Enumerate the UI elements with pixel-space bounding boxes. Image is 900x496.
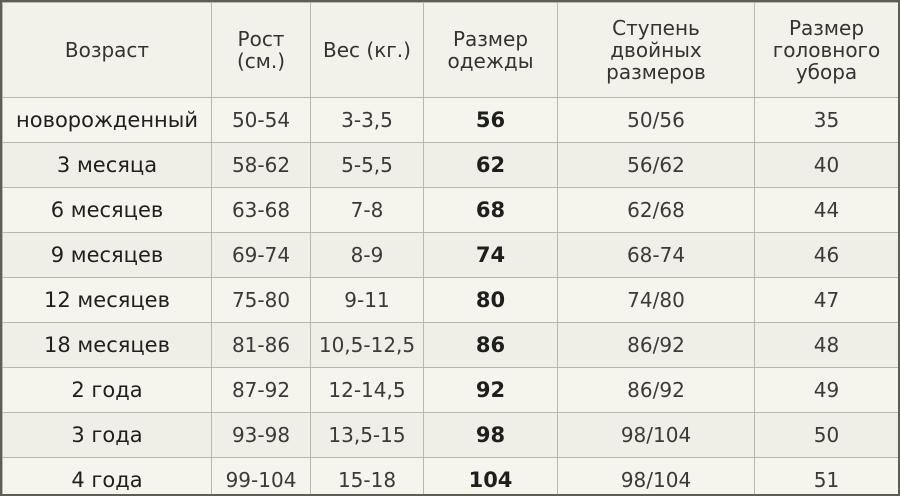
table-row: 18 месяцев 81-86 10,5-12,5 86 86/92 48 bbox=[2, 322, 898, 368]
cell-height: 87-92 bbox=[211, 367, 311, 413]
cell-age: 4 года bbox=[2, 457, 212, 494]
cell-clothing-size: 80 bbox=[423, 277, 558, 323]
cell-weight: 10,5-12,5 bbox=[310, 322, 424, 368]
table-row: 4 года 99-104 15-18 104 98/104 51 bbox=[2, 457, 898, 494]
header-weight: Вес (кг.) bbox=[310, 2, 424, 98]
header-clothing-size: Размер одежды bbox=[423, 2, 558, 98]
cell-clothing-size: 86 bbox=[423, 322, 558, 368]
cell-age: 9 месяцев bbox=[2, 232, 212, 278]
cell-weight: 13,5-15 bbox=[310, 412, 424, 458]
cell-hat-size: 35 bbox=[754, 97, 898, 143]
cell-clothing-size: 104 bbox=[423, 457, 558, 494]
cell-hat-size: 47 bbox=[754, 277, 898, 323]
table-row: 2 года 87-92 12-14,5 92 86/92 49 bbox=[2, 367, 898, 413]
header-height: Рост (см.) bbox=[211, 2, 311, 98]
cell-hat-size: 50 bbox=[754, 412, 898, 458]
cell-age: 3 месяца bbox=[2, 142, 212, 188]
cell-clothing-size: 98 bbox=[423, 412, 558, 458]
header-double-size-step: Ступень двойных размеров bbox=[557, 2, 755, 98]
cell-weight: 12-14,5 bbox=[310, 367, 424, 413]
cell-height: 99-104 bbox=[211, 457, 311, 494]
cell-weight: 3-3,5 bbox=[310, 97, 424, 143]
table-row: новорожденный 50-54 3-3,5 56 50/56 35 bbox=[2, 97, 898, 143]
cell-age: 12 месяцев bbox=[2, 277, 212, 323]
cell-age: 6 месяцев bbox=[2, 187, 212, 233]
cell-weight: 8-9 bbox=[310, 232, 424, 278]
cell-weight: 9-11 bbox=[310, 277, 424, 323]
cell-double-size-step: 62/68 bbox=[557, 187, 755, 233]
cell-height: 50-54 bbox=[211, 97, 311, 143]
cell-hat-size: 49 bbox=[754, 367, 898, 413]
cell-weight: 7-8 bbox=[310, 187, 424, 233]
cell-age: новорожденный bbox=[2, 97, 212, 143]
header-hat-size: Размер головного убора bbox=[754, 2, 898, 98]
cell-double-size-step: 68-74 bbox=[557, 232, 755, 278]
cell-weight: 15-18 bbox=[310, 457, 424, 494]
cell-height: 58-62 bbox=[211, 142, 311, 188]
cell-double-size-step: 86/92 bbox=[557, 322, 755, 368]
table-row: 3 месяца 58-62 5-5,5 62 56/62 40 bbox=[2, 142, 898, 188]
cell-clothing-size: 68 bbox=[423, 187, 558, 233]
cell-clothing-size: 62 bbox=[423, 142, 558, 188]
header-age: Возраст bbox=[2, 2, 212, 98]
cell-hat-size: 48 bbox=[754, 322, 898, 368]
cell-height: 81-86 bbox=[211, 322, 311, 368]
cell-clothing-size: 92 bbox=[423, 367, 558, 413]
cell-double-size-step: 98/104 bbox=[557, 457, 755, 494]
cell-double-size-step: 56/62 bbox=[557, 142, 755, 188]
cell-height: 93-98 bbox=[211, 412, 311, 458]
table-row: 3 года 93-98 13,5-15 98 98/104 50 bbox=[2, 412, 898, 458]
cell-hat-size: 46 bbox=[754, 232, 898, 278]
header-row: Возраст Рост (см.) Вес (кг.) Размер одеж… bbox=[2, 2, 898, 98]
table-row: 12 месяцев 75-80 9-11 80 74/80 47 bbox=[2, 277, 898, 323]
cell-hat-size: 44 bbox=[754, 187, 898, 233]
cell-clothing-size: 56 bbox=[423, 97, 558, 143]
cell-clothing-size: 74 bbox=[423, 232, 558, 278]
table-row: 6 месяцев 63-68 7-8 68 62/68 44 bbox=[2, 187, 898, 233]
cell-double-size-step: 86/92 bbox=[557, 367, 755, 413]
cell-weight: 5-5,5 bbox=[310, 142, 424, 188]
cell-double-size-step: 74/80 bbox=[557, 277, 755, 323]
cell-age: 18 месяцев bbox=[2, 322, 212, 368]
cell-double-size-step: 98/104 bbox=[557, 412, 755, 458]
cell-hat-size: 40 bbox=[754, 142, 898, 188]
cell-double-size-step: 50/56 bbox=[557, 97, 755, 143]
cell-hat-size: 51 bbox=[754, 457, 898, 494]
cell-height: 75-80 bbox=[211, 277, 311, 323]
cell-height: 63-68 bbox=[211, 187, 311, 233]
cell-age: 2 года bbox=[2, 367, 212, 413]
table-row: 9 месяцев 69-74 8-9 74 68-74 46 bbox=[2, 232, 898, 278]
cell-age: 3 года bbox=[2, 412, 212, 458]
cell-height: 69-74 bbox=[211, 232, 311, 278]
